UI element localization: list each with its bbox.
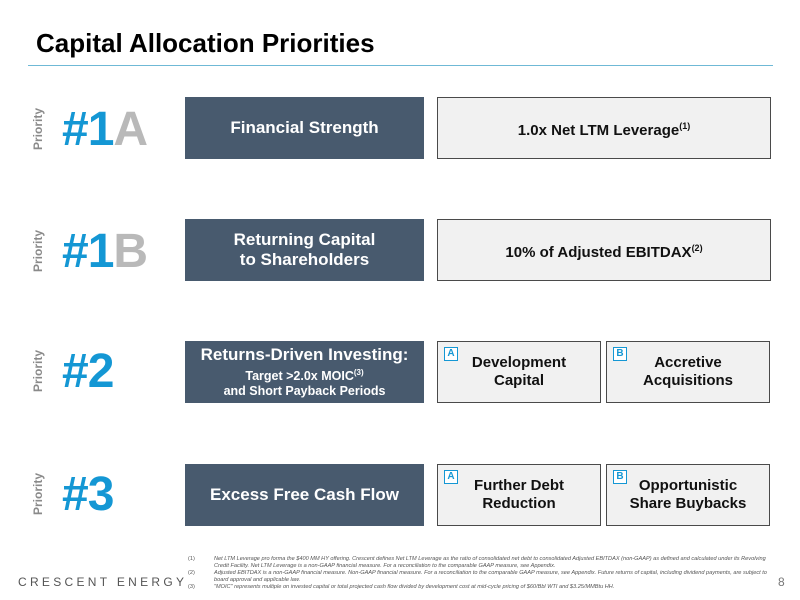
rank-2: #2: [62, 345, 114, 398]
page-title: Capital Allocation Priorities: [36, 28, 375, 58]
rank-1a: #1A: [62, 103, 148, 156]
priority-box-financial-strength: Financial Strength: [185, 97, 424, 159]
footnote: (2) Adjusted EBITDAX is a non-GAAP financ…: [188, 570, 767, 583]
rank-3: #3: [62, 468, 114, 521]
priority-label-1b: Priority: [31, 229, 46, 273]
option-box-opportunistic-share-buybacks: B Opportunistic Share Buybacks: [606, 464, 770, 526]
option-box-accretive-acquisitions: B Accretive Acquisitions: [606, 341, 770, 403]
page-number: 8: [778, 575, 785, 589]
option-tag-a: A: [444, 470, 458, 484]
option-tag-b: B: [613, 347, 627, 361]
priority-label-2: Priority: [31, 349, 46, 393]
rank-number: #1: [62, 103, 114, 156]
footnote: (1) Net LTM Leverage pro forma the $400 M…: [188, 556, 766, 569]
priority-box-excess-free-cash-flow: Excess Free Cash Flow: [185, 464, 424, 526]
rank-letter: B: [113, 225, 148, 278]
priority-label-3: Priority: [31, 472, 46, 516]
rank-letter: A: [113, 103, 148, 156]
rank-number: #1: [62, 225, 114, 278]
rank-number: #3: [62, 468, 114, 521]
footnotes: (1) Net LTM Leverage pro forma the $400 M…: [188, 556, 773, 591]
priority-label-1a: Priority: [31, 107, 46, 151]
rank-1b: #1B: [62, 225, 148, 278]
priority-box-returns-driven-investing: Returns-Driven Investing: Target >2.0x M…: [185, 341, 424, 403]
metric-box-ebitdax: 10% of Adjusted EBITDAX(2): [437, 219, 771, 281]
brand-logo-text: CRESCENT ENERGY: [18, 575, 188, 589]
footnote: (3) "MOIC" represents multiple on investe…: [188, 584, 615, 590]
priority-box-returning-capital: Returning Capital to Shareholders: [185, 219, 424, 281]
rank-number: #2: [62, 345, 114, 398]
option-box-further-debt-reduction: A Further Debt Reduction: [437, 464, 601, 526]
option-tag-b: B: [613, 470, 627, 484]
option-box-development-capital: A Development Capital: [437, 341, 601, 403]
metric-box-leverage: 1.0x Net LTM Leverage(1): [437, 97, 771, 159]
title-divider: [28, 65, 773, 66]
option-tag-a: A: [444, 347, 458, 361]
